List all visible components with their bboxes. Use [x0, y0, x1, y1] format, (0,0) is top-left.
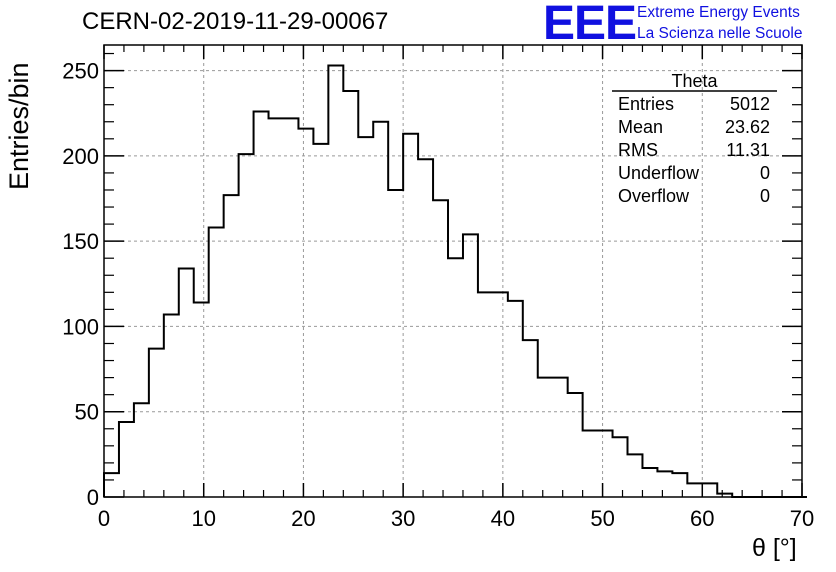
eee-logo: EEE [543, 0, 637, 50]
plot-frame [103, 44, 803, 498]
histogram-bin [493, 292, 508, 497]
histogram-bin [358, 137, 373, 497]
stats-title: Theta [671, 71, 718, 91]
histogram-bin [164, 314, 179, 497]
histogram-bin [598, 430, 613, 497]
y-tick-label: 50 [75, 400, 99, 425]
histogram-bin [403, 134, 418, 497]
stats-label: Underflow [618, 163, 700, 183]
x-tick-label: 10 [191, 506, 215, 531]
histogram-bin [553, 378, 568, 497]
x-tick-label: 0 [98, 506, 110, 531]
histogram-bin [283, 118, 298, 497]
histogram-bin [194, 303, 209, 497]
histogram-bin [642, 468, 657, 497]
histogram-outline [103, 64, 807, 498]
histogram-bin [328, 65, 343, 497]
histogram-bin [179, 268, 194, 497]
histogram-bars [103, 64, 807, 498]
stats-value: 0 [760, 186, 770, 206]
histogram-bin [134, 403, 149, 497]
x-tick-label: 20 [291, 506, 315, 531]
axis-ticks: 0 10 20 30 40 50 60 70 0 50 100 150 200 250 [62, 45, 814, 531]
y-tick-label: 100 [62, 314, 99, 339]
histogram-bin [418, 159, 433, 497]
stats-label: RMS [618, 140, 658, 160]
x-tick-label: 70 [790, 506, 814, 531]
histogram-bin [373, 122, 388, 497]
x-axis-label: θ [°] [752, 534, 797, 562]
y-tick-label: 250 [62, 59, 99, 84]
stats-label: Entries [618, 94, 674, 114]
stats-value: 5012 [730, 94, 770, 114]
y-tick-label: 200 [62, 144, 99, 169]
histogram-bin [209, 228, 224, 497]
histogram-bin [119, 422, 134, 497]
stats-box: Theta Entries 5012 Mean 23.62 RMS 11.31 Underfl… [612, 71, 777, 206]
histogram-bin [313, 144, 328, 497]
histogram-bin [433, 200, 448, 497]
histogram-bin [104, 473, 119, 497]
histogram-bin [672, 473, 687, 497]
stats-label: Mean [618, 117, 663, 137]
y-tick-label: 150 [62, 229, 99, 254]
histogram-bin [628, 454, 643, 497]
histogram-bin [478, 292, 493, 497]
histogram-bin [149, 349, 164, 497]
x-tick-label: 40 [491, 506, 515, 531]
histogram-bin [269, 118, 284, 497]
logo-subtitle-1: Extreme Energy Events [637, 4, 800, 21]
stats-value: 11.31 [726, 140, 770, 160]
histogram-bin [254, 112, 269, 497]
histogram-bin [508, 301, 523, 497]
histogram-bin [702, 483, 717, 497]
y-tick-label: 0 [87, 485, 99, 510]
stats-value: 0 [760, 163, 770, 183]
histogram-bin [463, 234, 478, 497]
histogram-bin [523, 340, 538, 497]
histogram-bin [538, 378, 553, 497]
histogram-bin [298, 129, 313, 497]
histogram-bin [613, 437, 628, 497]
chart-title: CERN-02-2019-11-29-00067 [82, 8, 389, 35]
histogram-bin [583, 430, 598, 497]
histogram-bin [448, 258, 463, 497]
x-tick-label: 30 [391, 506, 415, 531]
histogram-bin [388, 190, 403, 497]
histogram-bin [687, 483, 702, 497]
stats-label: Overflow [618, 186, 690, 206]
histogram-bin [343, 91, 358, 497]
x-tick-label: 50 [590, 506, 614, 531]
x-tick-label: 60 [690, 506, 714, 531]
histogram-bin [657, 471, 672, 497]
grid [104, 45, 802, 497]
histogram-bin [568, 393, 583, 497]
histogram-bin [224, 195, 239, 497]
logo-subtitle-2: La Scienza nelle Scuole [637, 25, 803, 42]
histogram-bin [239, 154, 254, 497]
stats-value: 23.62 [725, 117, 770, 137]
